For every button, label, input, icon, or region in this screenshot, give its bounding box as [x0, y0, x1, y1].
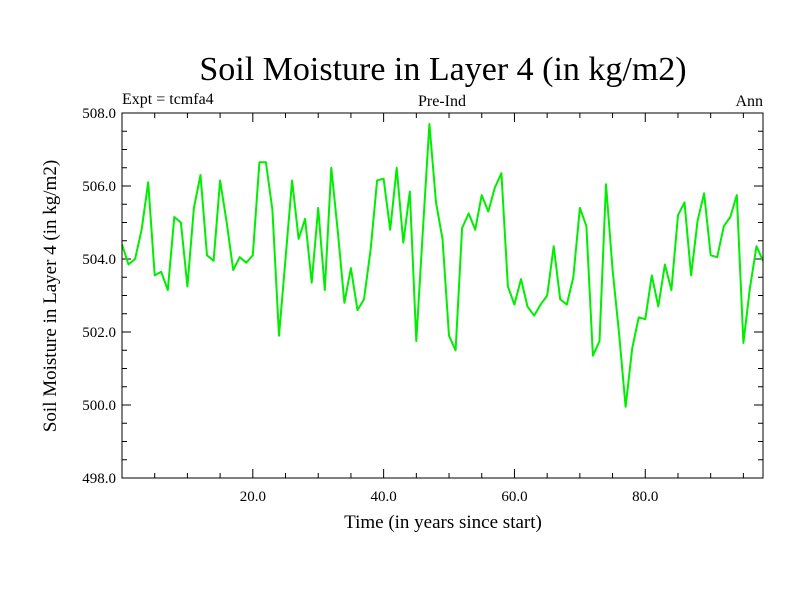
- season-label: Ann: [735, 93, 763, 110]
- y-tick-label: 498.0: [82, 471, 116, 487]
- chart-title: Soil Moisture in Layer 4 (in kg/m2): [199, 51, 686, 88]
- x-tick-label: 80.0: [632, 489, 658, 505]
- y-tick-label: 504.0: [82, 252, 116, 268]
- plot-frame: [121, 112, 764, 479]
- experiment-label: Expt = tcmfa4: [122, 91, 214, 108]
- y-tick-label: 500.0: [82, 398, 116, 414]
- series-layer: [121, 123, 764, 408]
- y-tick-label: 502.0: [82, 325, 116, 341]
- x-tick-label: 60.0: [501, 489, 527, 505]
- x-axis-label: Time (in years since start): [344, 512, 542, 533]
- series-line: [121, 123, 764, 408]
- period-label: Pre-Ind: [418, 93, 466, 110]
- x-tick-label: 40.0: [371, 489, 397, 505]
- y-tick-label: 508.0: [82, 106, 116, 122]
- ticks: [121, 112, 763, 479]
- y-axis-label: Soil Moisture in Layer 4 (in kg/m2): [40, 160, 61, 432]
- tick-labels: 20.0 40.0 60.0 80.0 498.0 500.0 502.0 504.0 506.…: [82, 106, 658, 505]
- x-tick-label: 20.0: [240, 489, 266, 505]
- y-tick-label: 506.0: [82, 179, 116, 195]
